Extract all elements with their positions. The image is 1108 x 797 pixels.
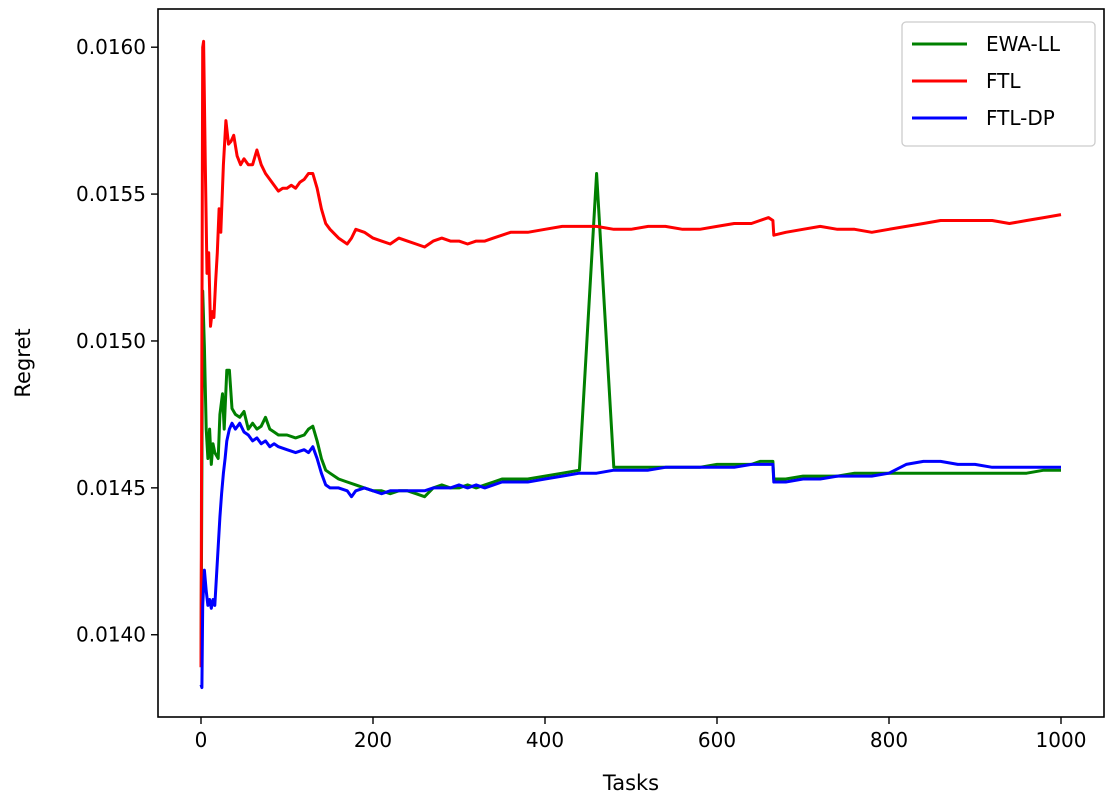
- legend-label-ewa-ll: EWA-LL: [986, 32, 1061, 56]
- y-tick-label: 0.0145: [76, 476, 146, 500]
- y-axis: 0.0140 0.0145 0.0150 0.0155 0.0160: [76, 35, 158, 647]
- x-axis-label: Tasks: [602, 771, 659, 795]
- plot-frame: [157, 8, 1105, 718]
- x-tick-label: 400: [526, 728, 564, 752]
- legend: EWA-LL FTL FTL-DP: [901, 21, 1096, 147]
- x-tick-label: 600: [698, 728, 736, 752]
- x-tick-label: 1000: [1036, 728, 1087, 752]
- y-axis-label: Regret: [11, 328, 35, 397]
- y-tick-label: 0.0155: [76, 182, 146, 206]
- series-line-ewa-ll: [199, 172, 1061, 668]
- legend-label-ftl: FTL: [986, 69, 1021, 93]
- y-tick-label: 0.0160: [76, 35, 146, 59]
- legend-label-ftl-dp: FTL-DP: [986, 106, 1055, 130]
- x-tick-label: 0: [195, 728, 208, 752]
- y-tick-label: 0.0140: [76, 623, 146, 647]
- series-layer: [199, 39, 1062, 690]
- series-line-ftl: [199, 39, 1062, 668]
- y-tick-label: 0.0150: [76, 329, 146, 353]
- x-tick-label: 800: [870, 728, 908, 752]
- x-tick-label: 200: [354, 728, 392, 752]
- x-axis: 0 200 400 600 800 1000: [195, 717, 1087, 752]
- series-line-ftl-dp: [199, 421, 1061, 690]
- legend-box: [901, 21, 1096, 147]
